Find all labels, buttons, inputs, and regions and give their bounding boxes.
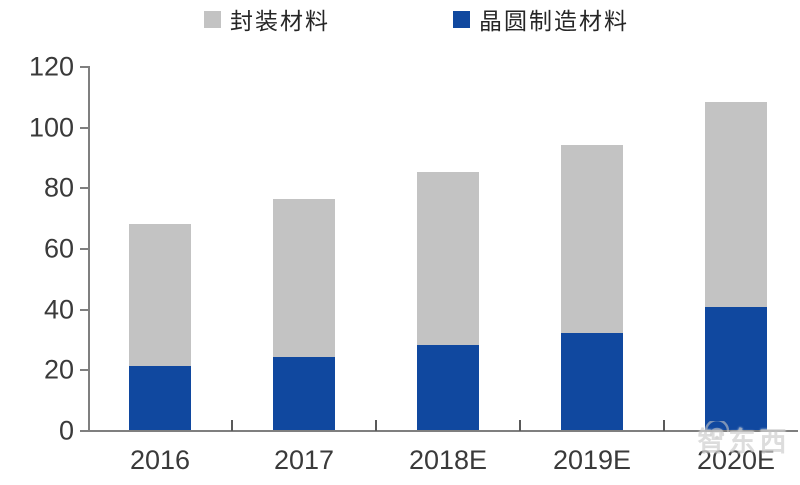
x-axis-tick [519,420,521,431]
x-tick-label: 2016 [129,445,191,475]
legend-swatch-gray [204,10,221,28]
bar-segment-晶圆制造材料 [561,332,623,430]
y-axis-tick [80,187,88,190]
x-axis-line [88,430,798,432]
bar-segment-晶圆制造材料 [705,307,767,430]
y-axis-tick [80,308,88,311]
legend-item-packaging-materials: 封装材料 [204,7,330,34]
legend-label-wafer-materials: 晶圆制造材料 [479,9,629,34]
x-axis-tick [663,420,665,431]
x-axis-tick [231,420,233,431]
legend-item-wafer-materials: 晶圆制造材料 [453,7,629,34]
x-axis-tick [375,420,377,431]
bar-segment-封装材料 [561,144,623,333]
x-tick-label: 2017 [273,445,335,475]
legend-label-packaging-materials: 封装材料 [230,9,330,34]
y-axis-line [88,66,90,432]
y-tick-label: 20 [43,354,74,385]
bar-segment-封装材料 [129,223,191,367]
bar-segment-封装材料 [417,172,479,346]
bar-segment-封装材料 [273,199,335,358]
y-axis-tick [80,369,88,372]
x-tick-label: 2019E [552,445,632,475]
y-tick-label: 80 [43,172,74,203]
y-tick-label: 100 [28,112,74,143]
y-axis-tick [80,430,88,432]
x-tick-label: 2018E [408,445,488,475]
y-tick-label: 120 [28,51,74,82]
y-axis-tick [80,126,88,129]
bar-segment-晶圆制造材料 [417,345,479,430]
y-tick-label: 0 [58,415,74,446]
y-tick-label: 60 [43,233,74,264]
y-tick-label: 40 [43,294,74,325]
y-axis-tick [80,66,88,68]
y-axis-tick [80,248,88,250]
x-tick-label: 2020E [696,445,776,475]
bar-segment-晶圆制造材料 [129,366,191,430]
legend-swatch-blue [453,10,470,28]
bar-segment-封装材料 [705,102,767,308]
bar-segment-晶圆制造材料 [273,357,335,430]
